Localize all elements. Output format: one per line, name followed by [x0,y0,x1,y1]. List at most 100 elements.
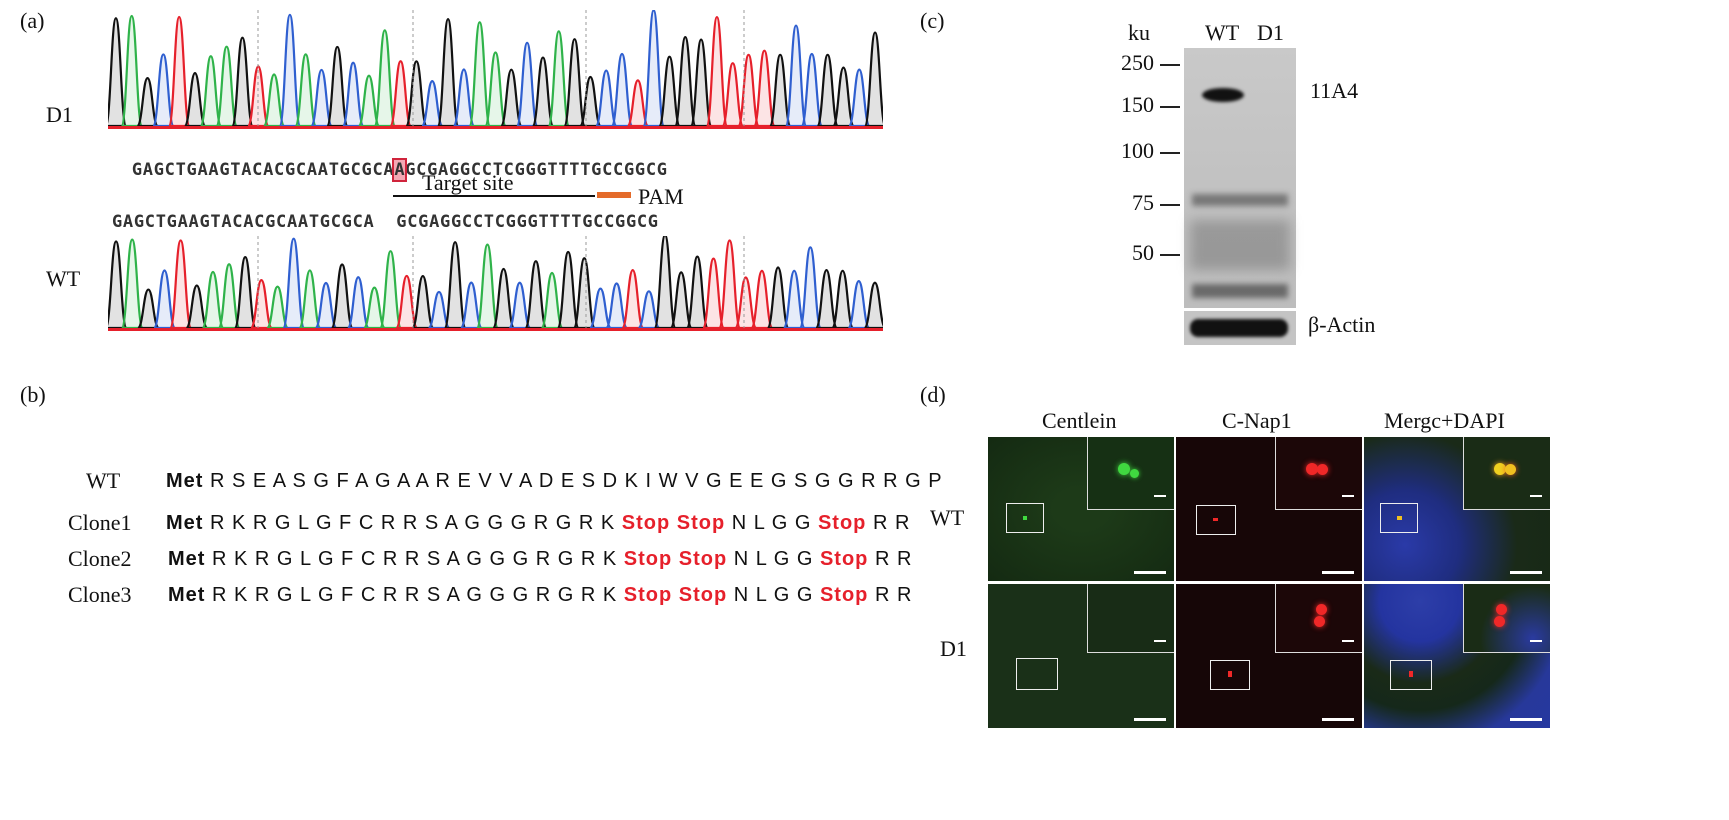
centriole-dot [1118,463,1130,475]
trace-peak [658,55,681,128]
centriole-dot [1314,616,1325,627]
trace-peak [282,237,306,330]
stop-codon: Stop Stop [623,584,728,606]
band-label-actin: β-Actin [1308,312,1376,337]
trace-peak [718,239,742,330]
centriole-dot [1494,616,1505,627]
inset [1087,437,1174,510]
protein-sequence: Met R K R G L G F C R R S A G G G R G R … [168,548,912,571]
band-75-nonspecific [1192,194,1288,206]
protein-row-name: Clone3 [68,582,132,607]
residues: R R [874,584,913,606]
protein-sequence: Met R K R G L G F C R R S A G G G R G R … [168,584,912,607]
scale-bar [1510,718,1542,721]
roi-box [1210,660,1250,690]
scale-bar [1322,571,1354,574]
chromatogram-d1-label: D1 [46,102,73,127]
trace-baseline [108,126,883,129]
target-site-line [393,195,595,197]
marker-tick [1160,106,1180,108]
trace-peak [734,276,758,330]
panel-label-b: (b) [20,382,46,407]
stop-codon: Stop [817,512,867,534]
centriole-dot [1317,464,1328,475]
trace-peak [863,31,883,128]
target-site-label: Target site [422,170,514,195]
inset-scale-bar [1154,640,1166,642]
residues: R K R G L G F C R R S A G G G R G R K [212,548,618,570]
row-label-d1: D1 [940,636,967,661]
d1-sequence-right: GCGAGGCCTCGGGTTTTGCCGGCG [405,160,668,180]
image-wt-centlein [988,437,1174,581]
centriole-dot [1316,604,1327,615]
start-codon: Met [166,470,210,492]
pam-label: PAM [638,184,684,209]
chromatogram-wt-label: WT [46,266,81,291]
trace-peak [231,36,254,128]
smear-lower [1190,220,1290,270]
trace-peak [298,269,322,330]
trace-peak [199,55,223,128]
trace-peak [653,236,677,330]
trace-peak [685,255,709,330]
d1-sequence-left: GAGCTGAAGTACACGCAATGCGCA [131,160,395,180]
trace-peak [689,38,713,128]
roi-box [1390,660,1432,690]
marker-tick [1160,254,1180,256]
image-d1-centlein [988,584,1174,728]
marker-tick [1160,204,1180,206]
stop-codon: Stop [819,548,869,570]
marker-tick [1160,152,1180,154]
protein-sequence: Met R S E A S G F A G A A R E V V A D E … [166,470,943,493]
roi-box [1380,503,1418,533]
trace-peak [325,45,349,128]
trace-peak [169,239,193,330]
marker-tick [1160,64,1180,66]
inset [1275,584,1362,653]
blot-actin [1184,311,1296,345]
trace-peak [800,52,824,128]
inset-scale-bar [1530,640,1542,642]
trace-peak [217,263,241,330]
centriole-dot [1494,463,1506,475]
trace-peak [816,53,840,128]
residues: R K R G L G F C R R S A G G G R G R K [210,512,616,534]
inset-scale-bar [1530,495,1542,497]
trace-peak [798,246,822,330]
trace-peak [621,269,645,330]
trace-peak [784,24,808,128]
trace-peak [572,257,596,330]
inset [1087,584,1174,653]
trace-peak [750,269,774,330]
trace-peak [515,41,539,128]
trace-peak [588,287,613,330]
centriole-dot [1409,671,1413,677]
scale-bar [1322,718,1354,721]
trace-peak [341,61,365,128]
inset [1275,437,1362,510]
centriole-dot [1228,671,1232,677]
trace-peak [233,256,257,330]
residues: R S E A S G F A G A A R E V V A D E S D … [210,470,943,492]
centriole-dot [1496,604,1507,615]
centriole-dot [1306,463,1318,475]
panel-label-a: (a) [20,8,45,33]
panel-label-c: (c) [920,8,945,33]
trace-peak [443,241,467,330]
marker-label: 100 [1121,138,1154,163]
d1-sequence: GAGCTGAAGTACACGCAATGCGCAAGCGAGGCCTCGGGTT… [110,140,668,182]
trace-peak [484,51,507,128]
trace-peak [278,13,302,128]
scale-bar [1510,571,1542,574]
trace-peak [491,267,516,330]
start-codon: Met [166,512,210,534]
image-wt-merge [1364,437,1550,581]
inset-scale-bar [1154,495,1166,497]
protein-row-name: Clone2 [68,546,132,571]
trace-peak [167,15,191,128]
centriole-dot [1505,464,1516,475]
start-codon: Met [168,548,212,570]
trace-peak [120,14,144,128]
scale-bar [1134,718,1166,721]
scale-bar [1134,571,1166,574]
